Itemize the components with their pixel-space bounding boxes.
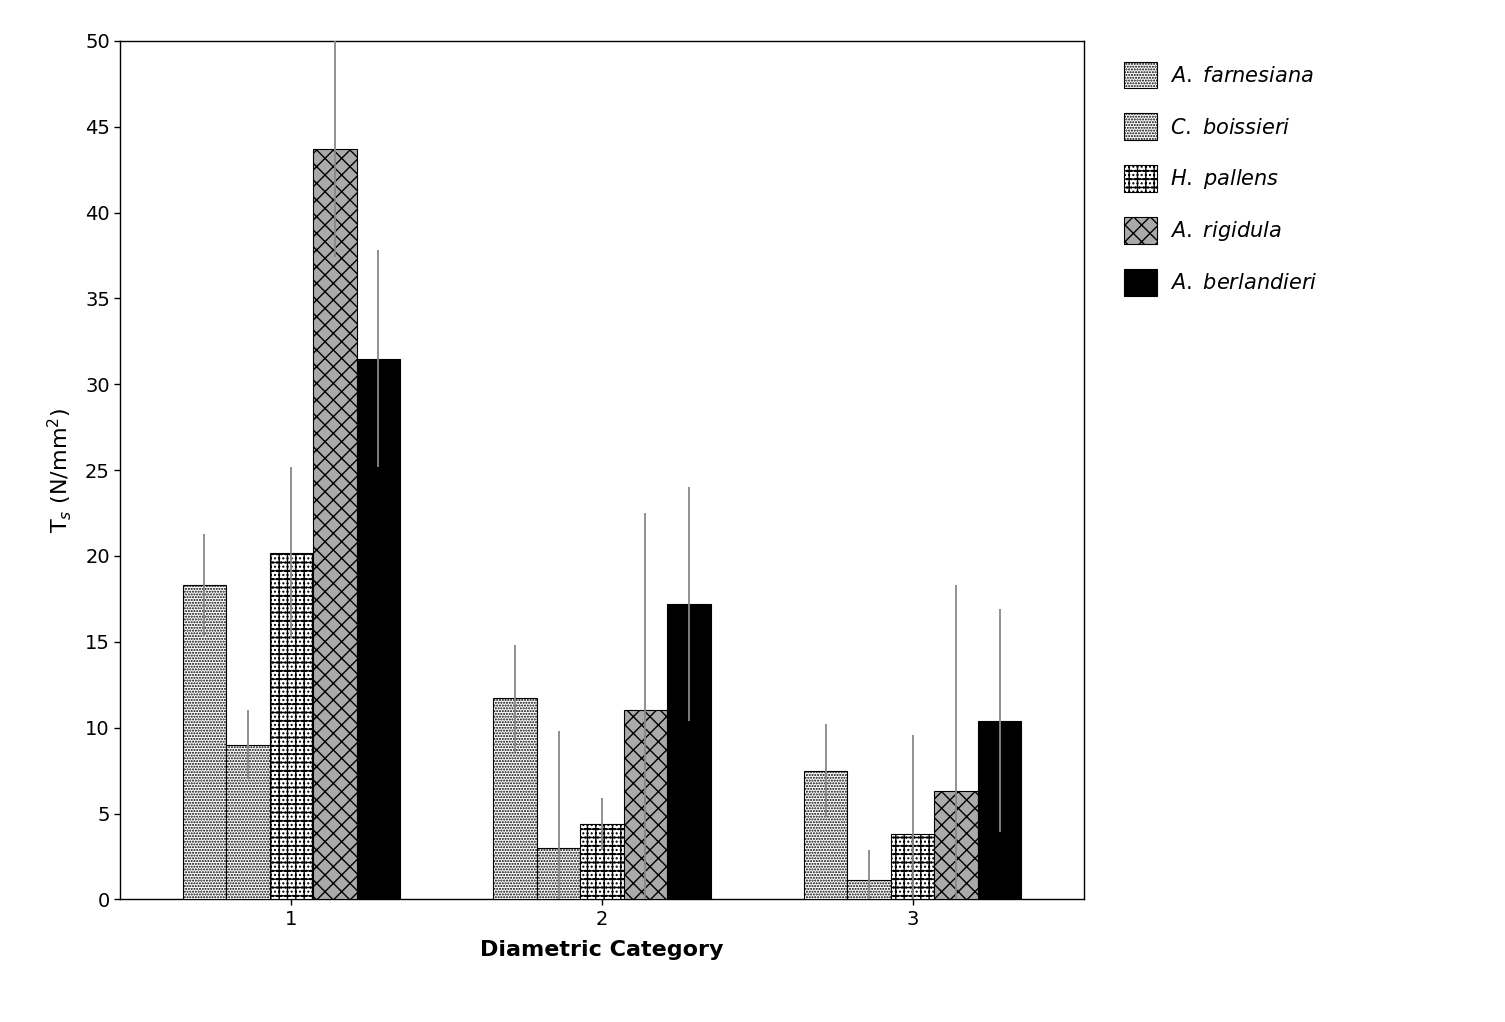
Bar (804, 771, 847, 899)
Bar (935, 791, 978, 899)
Bar (537, 848, 581, 899)
Bar (581, 824, 623, 899)
Bar (357, 359, 400, 899)
Bar (978, 721, 1022, 899)
Bar (269, 553, 313, 899)
Bar (847, 881, 891, 899)
Y-axis label: T$_s$ (N/mm$^2$): T$_s$ (N/mm$^2$) (45, 408, 74, 532)
Bar (891, 834, 935, 899)
Bar (667, 604, 710, 899)
Bar (623, 710, 667, 899)
Bar (182, 586, 226, 899)
Bar (494, 698, 537, 899)
X-axis label: Diametric Category: Diametric Category (480, 940, 724, 960)
Bar (313, 149, 357, 899)
Legend: $\it{A.\ farnesiana}$, $\it{C.\ boissieri}$, $\it{H.\ pallens}$, $\it{A.\ rigidu: $\it{A.\ farnesiana}$, $\it{C.\ boissier… (1114, 51, 1327, 306)
Bar (226, 745, 269, 899)
